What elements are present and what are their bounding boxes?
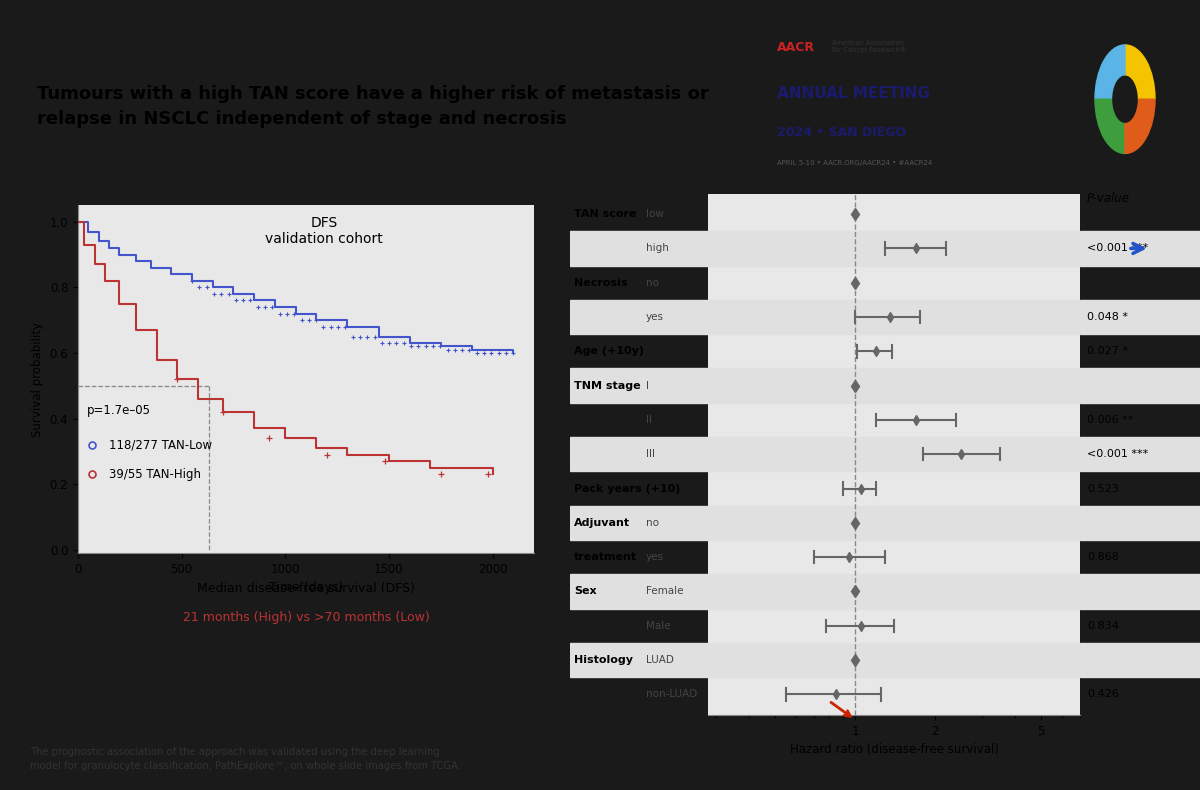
Bar xyxy=(1080,643,1200,677)
Bar xyxy=(570,300,708,334)
Bar xyxy=(708,643,1080,677)
Text: treatment: treatment xyxy=(574,552,637,562)
Bar xyxy=(1080,437,1200,472)
Bar xyxy=(708,574,1080,608)
Text: 0.523: 0.523 xyxy=(1087,483,1118,494)
Text: 0.426: 0.426 xyxy=(1087,690,1118,699)
Bar xyxy=(570,368,708,403)
Text: 2024 • SAN DIEGO: 2024 • SAN DIEGO xyxy=(778,126,906,139)
Text: The prognostic association of the approach was validated using the deep learning: The prognostic association of the approa… xyxy=(30,747,461,770)
Bar xyxy=(1080,300,1200,334)
Text: TNM stage: TNM stage xyxy=(574,381,641,390)
Text: AACR: AACR xyxy=(778,41,815,54)
Bar xyxy=(708,231,1080,265)
Text: yes: yes xyxy=(646,312,664,322)
Text: 39/55 TAN-High: 39/55 TAN-High xyxy=(109,468,202,481)
Text: Female: Female xyxy=(646,586,684,596)
Text: 118/277 TAN-Low: 118/277 TAN-Low xyxy=(109,438,212,451)
Text: P-value: P-value xyxy=(1087,192,1130,205)
Text: 0.834: 0.834 xyxy=(1087,621,1118,630)
Text: Median disease-free survival (DFS): Median disease-free survival (DFS) xyxy=(197,582,415,595)
Bar xyxy=(570,506,708,540)
Text: I: I xyxy=(646,381,649,390)
Text: 0.006 **: 0.006 ** xyxy=(1087,415,1133,425)
Text: low: low xyxy=(646,209,664,219)
Text: 0.868: 0.868 xyxy=(1087,552,1118,562)
Bar xyxy=(570,643,708,677)
Text: ANNUAL MEETING: ANNUAL MEETING xyxy=(778,85,930,100)
Text: III: III xyxy=(646,450,655,459)
Text: Histology: Histology xyxy=(574,655,634,665)
Text: II: II xyxy=(646,415,652,425)
Text: DFS
validation cohort: DFS validation cohort xyxy=(265,216,383,246)
Text: <0.001 ***: <0.001 *** xyxy=(1087,450,1148,459)
Y-axis label: Survival probability: Survival probability xyxy=(31,322,44,437)
Text: Necrosis: Necrosis xyxy=(574,278,628,288)
Text: Age (+10y): Age (+10y) xyxy=(574,346,644,356)
Wedge shape xyxy=(1096,45,1126,100)
Text: APRIL 5-10 • AACR.ORG/AACR24 • #AACR24: APRIL 5-10 • AACR.ORG/AACR24 • #AACR24 xyxy=(778,160,932,166)
Text: p=1.7e–05: p=1.7e–05 xyxy=(88,404,151,417)
Wedge shape xyxy=(1126,45,1154,100)
Text: LUAD: LUAD xyxy=(646,655,673,665)
Text: Male: Male xyxy=(646,621,671,630)
Text: Sex: Sex xyxy=(574,586,596,596)
X-axis label: Hazard ratio (disease-free survival): Hazard ratio (disease-free survival) xyxy=(790,743,998,756)
Bar xyxy=(708,300,1080,334)
Wedge shape xyxy=(1126,100,1154,153)
Text: no: no xyxy=(646,278,659,288)
Text: 0.048 *: 0.048 * xyxy=(1087,312,1128,322)
Wedge shape xyxy=(1096,100,1126,153)
Text: Tumours with a high TAN score have a higher risk of metastasis or
relapse in NSC: Tumours with a high TAN score have a hig… xyxy=(37,85,709,128)
Bar xyxy=(1080,574,1200,608)
Bar xyxy=(570,574,708,608)
Text: no: no xyxy=(646,518,659,528)
Text: 0.027 *: 0.027 * xyxy=(1087,346,1128,356)
Text: <0.001 ***: <0.001 *** xyxy=(1087,243,1148,254)
Text: high: high xyxy=(646,243,668,254)
Bar xyxy=(1080,231,1200,265)
Text: Pack years (+10): Pack years (+10) xyxy=(574,483,680,494)
Text: 21 months (High) vs >70 months (Low): 21 months (High) vs >70 months (Low) xyxy=(182,611,430,624)
Text: yes: yes xyxy=(646,552,664,562)
Text: Adjuvant: Adjuvant xyxy=(574,518,630,528)
Text: American Association
for Cancer Research®: American Association for Cancer Research… xyxy=(833,40,907,53)
Bar xyxy=(1080,506,1200,540)
Bar xyxy=(1080,368,1200,403)
Text: non-LUAD: non-LUAD xyxy=(646,690,697,699)
Bar xyxy=(708,506,1080,540)
Bar xyxy=(570,437,708,472)
Text: TAN score: TAN score xyxy=(574,209,637,219)
X-axis label: Time (days): Time (days) xyxy=(269,581,343,594)
Bar xyxy=(708,437,1080,472)
Bar xyxy=(708,368,1080,403)
Bar xyxy=(570,231,708,265)
